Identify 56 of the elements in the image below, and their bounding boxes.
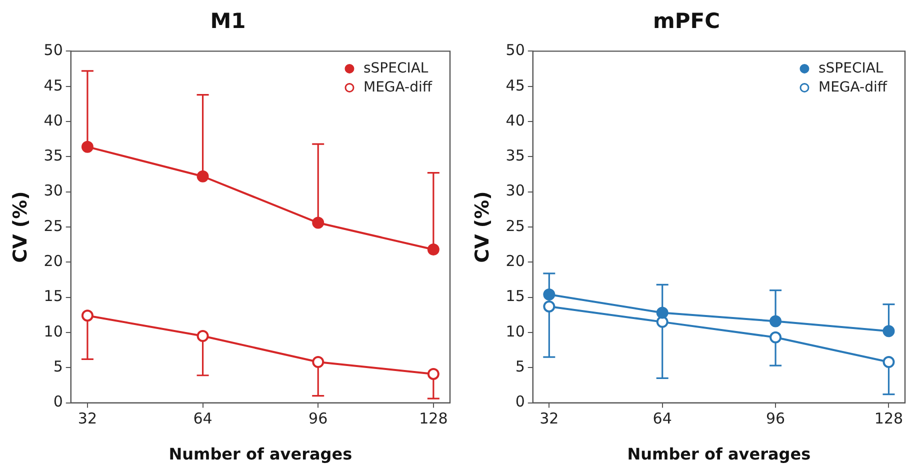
point [312, 216, 324, 229]
y-tick-label: 5 [515, 358, 525, 376]
y-axis-title: CV (%) [471, 191, 494, 263]
y-tick-label: 10 [506, 322, 525, 340]
point [882, 325, 895, 338]
y-tick-label: 45 [44, 76, 63, 94]
point [196, 330, 209, 342]
x-axis-title: Number of averages [627, 444, 811, 464]
x-tick-label: 32 [78, 410, 98, 428]
y-tick-label: 0 [53, 392, 63, 411]
y-tick-label: 45 [506, 76, 525, 94]
legend-label: MEGA-diff [818, 79, 888, 96]
y-tick-label: 10 [44, 322, 63, 340]
x-tick-label: 32 [540, 410, 559, 428]
chart-title: mPFC [652, 9, 720, 34]
legend-label: MEGA-diff [363, 79, 432, 96]
y-tick-label: 35 [44, 146, 63, 165]
y-tick-label: 40 [506, 111, 525, 130]
y-tick-label: 50 [506, 41, 525, 60]
x-tick-label: 128 [419, 410, 448, 428]
legend-label: sSPECIAL [363, 60, 428, 76]
point [656, 306, 668, 319]
point [770, 315, 782, 328]
y-tick-label: 25 [44, 216, 63, 235]
x-tick-label: 96 [308, 410, 328, 428]
chart-title: M1 [210, 9, 246, 34]
point [196, 170, 209, 182]
y-tick-label: 20 [44, 252, 63, 270]
legend-label: sSPECIAL [818, 60, 884, 76]
point [543, 288, 556, 301]
point [770, 331, 782, 344]
y-tick-label: 5 [53, 358, 63, 376]
point [543, 300, 556, 312]
x-tick-label: 96 [766, 410, 786, 428]
y-tick-label: 15 [506, 287, 525, 306]
y-tick-label: 25 [506, 216, 525, 235]
y-tick-label: 30 [506, 182, 525, 200]
point [427, 368, 440, 380]
y-tick-label: 0 [515, 392, 525, 411]
y-axis-title: CV (%) [9, 191, 32, 263]
y-tick-label: 35 [506, 146, 525, 165]
y-tick-label: 20 [506, 252, 525, 270]
x-tick-label: 64 [193, 410, 212, 428]
x-tick-label: 64 [652, 410, 672, 428]
y-tick-label: 40 [44, 111, 63, 130]
x-axis-title: Number of averages [168, 444, 352, 464]
y-tick-label: 15 [44, 287, 63, 306]
y-tick-label: 50 [44, 41, 63, 60]
point [656, 316, 668, 328]
y-tick-label: 30 [44, 182, 63, 200]
point [81, 140, 94, 153]
x-tick-label: 128 [874, 410, 904, 428]
point [427, 244, 440, 256]
point [81, 310, 94, 322]
point [882, 356, 895, 368]
point [312, 356, 324, 368]
